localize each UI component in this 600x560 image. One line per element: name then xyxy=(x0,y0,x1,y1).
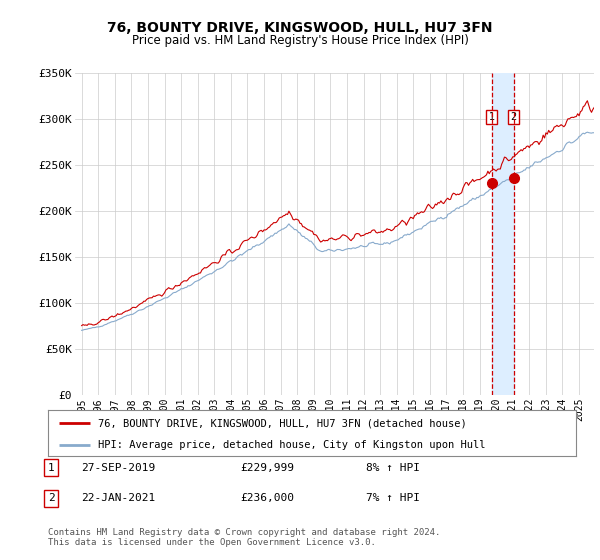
Text: 2: 2 xyxy=(47,493,55,503)
Text: £236,000: £236,000 xyxy=(240,493,294,503)
Text: HPI: Average price, detached house, City of Kingston upon Hull: HPI: Average price, detached house, City… xyxy=(98,440,485,450)
Text: Price paid vs. HM Land Registry's House Price Index (HPI): Price paid vs. HM Land Registry's House … xyxy=(131,34,469,46)
Text: Contains HM Land Registry data © Crown copyright and database right 2024.
This d: Contains HM Land Registry data © Crown c… xyxy=(48,528,440,547)
Text: 27-SEP-2019: 27-SEP-2019 xyxy=(81,463,155,473)
Text: 8% ↑ HPI: 8% ↑ HPI xyxy=(366,463,420,473)
Text: 76, BOUNTY DRIVE, KINGSWOOD, HULL, HU7 3FN: 76, BOUNTY DRIVE, KINGSWOOD, HULL, HU7 3… xyxy=(107,21,493,35)
Text: 76, BOUNTY DRIVE, KINGSWOOD, HULL, HU7 3FN (detached house): 76, BOUNTY DRIVE, KINGSWOOD, HULL, HU7 3… xyxy=(98,418,467,428)
Bar xyxy=(492,73,514,395)
Text: 7% ↑ HPI: 7% ↑ HPI xyxy=(366,493,420,503)
Text: 22-JAN-2021: 22-JAN-2021 xyxy=(81,493,155,503)
Text: £229,999: £229,999 xyxy=(240,463,294,473)
Text: 1: 1 xyxy=(489,112,495,122)
Text: 1: 1 xyxy=(47,463,55,473)
Text: 2: 2 xyxy=(511,112,517,122)
